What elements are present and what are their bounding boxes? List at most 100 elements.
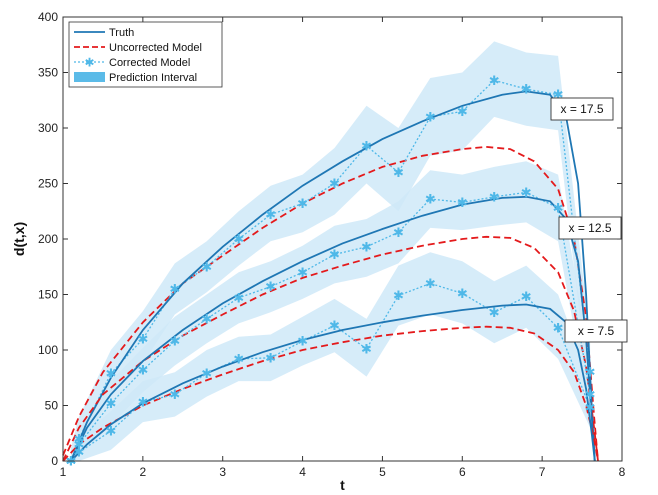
corrected-model-point: ✱ — [233, 233, 244, 248]
x-tick-label: 6 — [459, 465, 466, 479]
corrected-model-point: ✱ — [74, 446, 85, 461]
x-tick-label: 4 — [299, 465, 306, 479]
corrected-model-point: ✱ — [105, 425, 116, 440]
x-axis-label: t — [340, 477, 345, 493]
corrected-model-point: ✱ — [585, 388, 596, 403]
uncorrected-model-line — [62, 145, 599, 462]
corrected-model-point: ✱ — [329, 248, 340, 263]
corrected-model-point: ✱ — [265, 280, 276, 295]
legend: Truth Uncorrected Model ✱ Corrected Mode… — [68, 21, 223, 88]
y-tick-label: 300 — [38, 121, 58, 135]
annotation-label: x = 7.5 — [578, 324, 615, 338]
corrected-model-line — [70, 191, 591, 462]
y-tick-label: 250 — [38, 177, 58, 191]
corrected-model-point: ✱ — [425, 277, 436, 292]
corrected-model-point: ✱ — [66, 455, 77, 470]
corrected-model-point: ✱ — [585, 401, 596, 416]
corrected-model-point: ✱ — [457, 196, 468, 211]
corrected-model-point: ✱ — [66, 455, 77, 470]
corrected-model-markers: ✱ ✱ ✱ ✱ ✱ ✱ ✱ ✱ ✱ ✱ ✱ ✱ ✱ ✱ ✱ ✱ ✱ ✱ ✱ ✱ ✱ ✱ ✱ ✱ ✱ ✱ ✱ ✱ ✱ ✱ ✱ ✱ ✱ ✱ ✱ ✱ ✱ ✱ ✱ ✱… — [66, 74, 596, 470]
corrected-model-point: ✱ — [297, 335, 308, 350]
y-tick-label: 150 — [38, 288, 58, 302]
axis-ticks: 1 2 3 4 5 6 7 8 0 50 100 150 200 250 300 350 400 — [38, 10, 626, 479]
prediction-interval-band — [71, 41, 591, 462]
annotation-box — [550, 97, 614, 121]
corrected-model-point: ✱ — [489, 190, 500, 205]
corrected-model-line — [70, 79, 591, 462]
x-tick-label: 8 — [619, 465, 626, 479]
corrected-model-point: ✱ — [329, 319, 340, 334]
annotation-label: x = 17.5 — [560, 102, 603, 116]
legend-truth-label: Truth — [109, 27, 134, 39]
y-tick-label: 400 — [38, 10, 58, 24]
corrected-model-point: ✱ — [137, 364, 148, 379]
x-tick-label: 2 — [140, 465, 147, 479]
corrected-model-point: ✱ — [169, 388, 180, 403]
corrected-model-point: ✱ — [169, 282, 180, 297]
corrected-model-point: ✱ — [361, 240, 372, 255]
y-tick-label: 350 — [38, 66, 58, 80]
curve-annotations: x = 17.5 x = 12.5 x = 7.5 — [550, 97, 628, 343]
corrected-model-line — [70, 282, 591, 462]
corrected-model-point: ✱ — [457, 287, 468, 302]
corrected-model-point: ✱ — [361, 342, 372, 357]
corrected-model-point: ✱ — [297, 266, 308, 281]
legend-corrected-label: Corrected Model — [109, 57, 190, 69]
corrected-model-point: ✱ — [201, 312, 212, 327]
uncorrected-model-line — [62, 325, 599, 462]
corrected-model-point: ✱ — [521, 290, 532, 305]
y-axis-label: d(t,x) — [11, 222, 27, 256]
prediction-interval-band — [71, 252, 591, 461]
truth-line — [70, 195, 596, 462]
corrected-model-point: ✱ — [585, 366, 596, 381]
x-tick-label: 7 — [539, 465, 546, 479]
x-tick-label: 5 — [379, 465, 386, 479]
corrected-model-point: ✱ — [137, 332, 148, 347]
legend-corrected-marker: ✱ — [84, 56, 94, 70]
corrected-model-point: ✱ — [233, 291, 244, 306]
prediction-interval-band — [71, 161, 591, 462]
corrected-model-point: ✱ — [553, 201, 564, 216]
legend-interval-swatch — [74, 72, 105, 82]
corrected-model-point: ✱ — [137, 396, 148, 411]
corrected-model-point: ✱ — [489, 74, 500, 89]
corrected-model-point: ✱ — [233, 352, 244, 367]
corrected-model-point: ✱ — [169, 335, 180, 350]
legend-uncorrected-label: Uncorrected Model — [109, 42, 202, 54]
corrected-model-point: ✱ — [393, 166, 404, 181]
corrected-model-point: ✱ — [66, 455, 77, 470]
corrected-model-point: ✱ — [201, 260, 212, 275]
prediction-interval-bands — [71, 41, 591, 462]
annotation-box — [564, 319, 628, 343]
corrected-model-point: ✱ — [489, 306, 500, 321]
x-tick-label: 3 — [219, 465, 226, 479]
corrected-model-point: ✱ — [553, 88, 564, 103]
corrected-model-point: ✱ — [329, 177, 340, 192]
y-tick-label: 0 — [51, 454, 58, 468]
x-tick-label: 1 — [60, 465, 67, 479]
corrected-model-point: ✱ — [105, 367, 116, 382]
corrected-model-point: ✱ — [201, 367, 212, 382]
corrected-model-point: ✱ — [521, 186, 532, 201]
y-tick-label: 50 — [45, 399, 59, 413]
corrected-model-point: ✱ — [553, 321, 564, 336]
annotation-box — [558, 216, 622, 240]
truth-line — [70, 303, 596, 462]
truth-line — [70, 90, 596, 462]
corrected-model-point: ✱ — [265, 351, 276, 366]
corrected-model-point: ✱ — [393, 226, 404, 241]
corrected-model-point: ✱ — [105, 397, 116, 412]
corrected-model-point: ✱ — [425, 110, 436, 125]
corrected-model-point: ✱ — [74, 438, 85, 453]
series-lines — [62, 79, 599, 462]
annotation-label: x = 12.5 — [568, 221, 611, 235]
legend-interval-label: Prediction Interval — [109, 72, 197, 84]
y-tick-label: 100 — [38, 343, 58, 357]
y-tick-label: 200 — [38, 232, 58, 246]
corrected-model-point: ✱ — [457, 105, 468, 120]
corrected-model-point: ✱ — [521, 83, 532, 98]
corrected-model-point: ✱ — [361, 139, 372, 154]
corrected-model-point: ✱ — [74, 432, 85, 447]
corrected-model-point: ✱ — [393, 289, 404, 304]
